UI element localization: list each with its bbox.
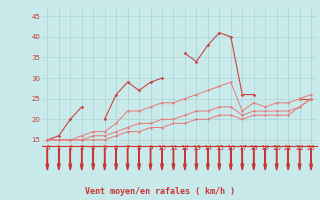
Text: Vent moyen/en rafales ( km/h ): Vent moyen/en rafales ( km/h ): [85, 187, 235, 196]
